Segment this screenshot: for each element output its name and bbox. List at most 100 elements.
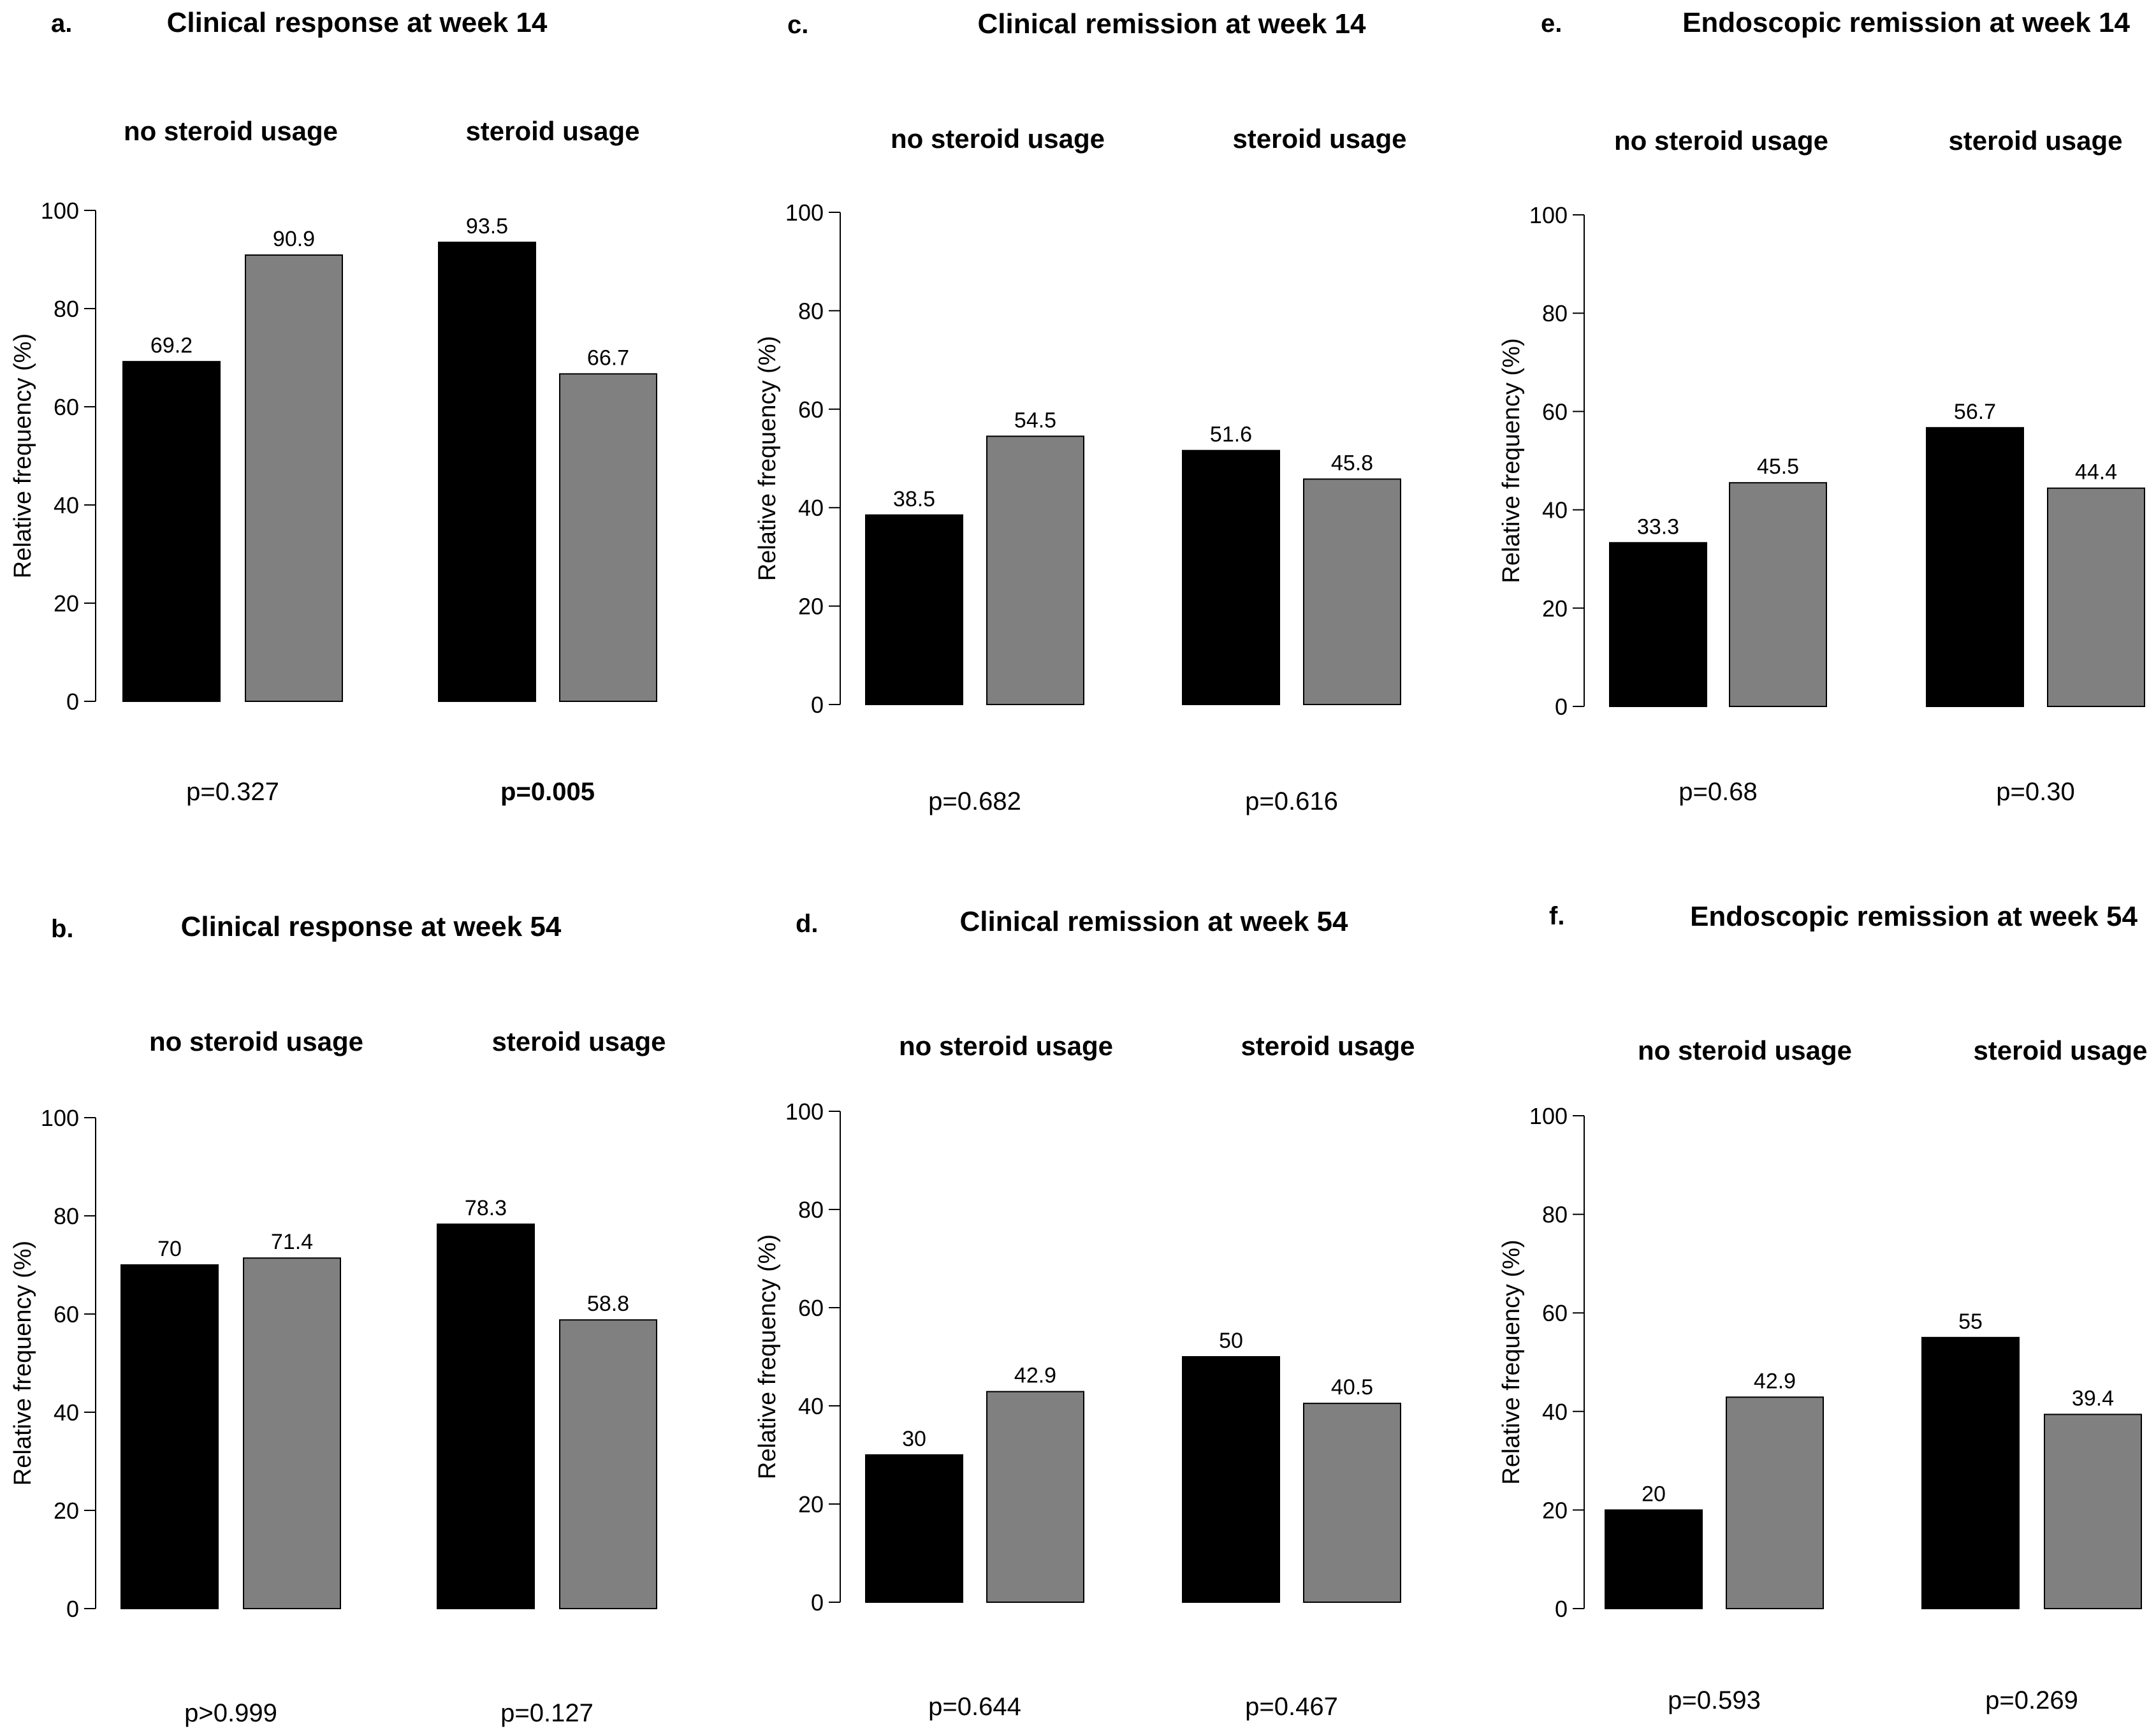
panel-letter: b. xyxy=(51,915,74,943)
bar-series-2 xyxy=(559,1319,657,1609)
bar-value-label: 66.7 xyxy=(587,346,629,370)
bar-value-label: 42.9 xyxy=(1014,1364,1056,1388)
y-tick-label: 80 xyxy=(54,296,79,322)
y-tick-label: 100 xyxy=(41,1105,79,1131)
bar-value-label: 90.9 xyxy=(273,227,315,251)
bar-series-2 xyxy=(243,1257,341,1609)
y-tick-label: 80 xyxy=(1542,300,1568,326)
bar-value-label: 20 xyxy=(1642,1482,1666,1506)
bar-series-2 xyxy=(1729,482,1827,707)
y-tick-label: 40 xyxy=(1542,497,1568,523)
bar-value-label: 45.8 xyxy=(1331,451,1373,475)
y-axis-label: Relative frequency (%) xyxy=(1498,1239,1525,1484)
p-value-label: p=0.467 xyxy=(1245,1693,1338,1721)
bar-series-2 xyxy=(986,1391,1084,1603)
panel-letter: f. xyxy=(1549,902,1564,930)
group-label: no steroid usage xyxy=(899,1031,1113,1061)
y-tick-label: 20 xyxy=(798,594,824,620)
bar-value-label: 70 xyxy=(157,1237,182,1261)
y-tick-label: 60 xyxy=(54,394,79,420)
panel-letter: c. xyxy=(787,11,808,39)
y-tick-label: 0 xyxy=(811,692,824,718)
y-tick-label: 80 xyxy=(1542,1202,1568,1228)
bar-series-1 xyxy=(1182,1356,1280,1603)
y-tick-label: 0 xyxy=(66,1596,79,1622)
y-tick-label: 20 xyxy=(54,590,79,617)
bar-series-1 xyxy=(1182,449,1280,705)
group-label: steroid usage xyxy=(1948,126,2122,156)
y-tick-label: 40 xyxy=(54,1399,79,1426)
y-tick-label: 0 xyxy=(1555,694,1568,720)
bar-value-label: 55 xyxy=(1958,1310,1983,1334)
bar-value-label: 51.6 xyxy=(1210,423,1252,447)
chart-title: Endoscopic remission at week 14 xyxy=(1682,7,2130,38)
panel-letter: d. xyxy=(796,910,819,938)
group-label: steroid usage xyxy=(1241,1031,1415,1061)
y-axis-label: Relative frequency (%) xyxy=(10,1241,36,1486)
bar-value-label: 50 xyxy=(1219,1329,1243,1353)
p-value-label: p>0.999 xyxy=(184,1699,277,1727)
y-tick-label: 0 xyxy=(66,689,79,715)
group-label: no steroid usage xyxy=(1638,1035,1852,1065)
y-tick-label: 40 xyxy=(798,1393,824,1419)
p-value-label: p=0.327 xyxy=(186,778,279,806)
y-tick-label: 20 xyxy=(1542,1497,1568,1523)
group-label: no steroid usage xyxy=(891,124,1105,154)
panel-letter: e. xyxy=(1541,10,1562,38)
panel-letter: a. xyxy=(51,10,72,38)
bar-series-1 xyxy=(865,1454,963,1603)
y-tick-label: 100 xyxy=(1529,1103,1568,1129)
group-label: no steroid usage xyxy=(1614,126,1828,156)
y-axis-label: Relative frequency (%) xyxy=(754,336,781,581)
bar-series-2 xyxy=(2044,1413,2142,1609)
y-axis-label: Relative frequency (%) xyxy=(754,1234,781,1479)
bar-series-2 xyxy=(1303,1403,1401,1603)
bar-value-label: 69.2 xyxy=(150,333,193,358)
y-tick-label: 100 xyxy=(785,200,824,226)
p-value-label: p=0.269 xyxy=(1985,1686,2078,1714)
bar-series-1 xyxy=(437,1223,535,1609)
chart-title: Clinical remission at week 54 xyxy=(960,906,1348,937)
p-value-label: p=0.593 xyxy=(1668,1686,1761,1714)
bar-value-label: 39.4 xyxy=(2072,1386,2114,1410)
y-axis-label: Relative frequency (%) xyxy=(10,333,36,578)
bar-value-label: 42.9 xyxy=(1754,1369,1796,1393)
bar-value-label: 78.3 xyxy=(465,1196,507,1220)
p-value-label: p=0.616 xyxy=(1245,787,1338,815)
group-label: no steroid usage xyxy=(124,116,338,146)
y-tick-label: 20 xyxy=(798,1491,824,1517)
y-tick-label: 60 xyxy=(1542,398,1568,425)
chart-title: Clinical response at week 14 xyxy=(167,7,548,38)
y-tick-label: 100 xyxy=(41,198,79,224)
group-label: steroid usage xyxy=(492,1026,666,1056)
y-tick-label: 80 xyxy=(54,1203,79,1229)
y-tick-label: 0 xyxy=(1555,1596,1568,1622)
bar-series-1 xyxy=(122,361,221,702)
y-tick-label: 60 xyxy=(1542,1300,1568,1326)
bar-series-2 xyxy=(1303,478,1401,705)
y-tick-label: 100 xyxy=(1529,202,1568,228)
bar-value-label: 93.5 xyxy=(466,214,508,238)
y-tick-label: 40 xyxy=(1542,1399,1568,1425)
bar-series-1 xyxy=(120,1264,219,1609)
bar-value-label: 30 xyxy=(902,1427,926,1451)
p-value-label: p=0.68 xyxy=(1679,778,1757,806)
y-tick-label: 60 xyxy=(798,397,824,423)
bar-series-2 xyxy=(1726,1396,1824,1610)
y-tick-label: 60 xyxy=(798,1295,824,1321)
bar-value-label: 33.3 xyxy=(1637,515,1679,539)
bar-value-label: 40.5 xyxy=(1331,1375,1373,1399)
bar-series-2 xyxy=(559,373,657,702)
bar-value-label: 56.7 xyxy=(1954,400,1996,424)
p-value-label: p=0.682 xyxy=(928,787,1021,815)
chart-title: Clinical remission at week 14 xyxy=(978,8,1366,40)
bar-value-label: 44.4 xyxy=(2075,460,2117,485)
y-tick-label: 40 xyxy=(798,495,824,521)
y-tick-label: 20 xyxy=(1542,595,1568,622)
bar-value-label: 71.4 xyxy=(271,1230,313,1254)
y-tick-label: 100 xyxy=(785,1099,824,1125)
group-label: steroid usage xyxy=(465,116,639,146)
y-tick-label: 40 xyxy=(54,492,79,518)
p-value-label: p=0.005 xyxy=(500,778,595,806)
